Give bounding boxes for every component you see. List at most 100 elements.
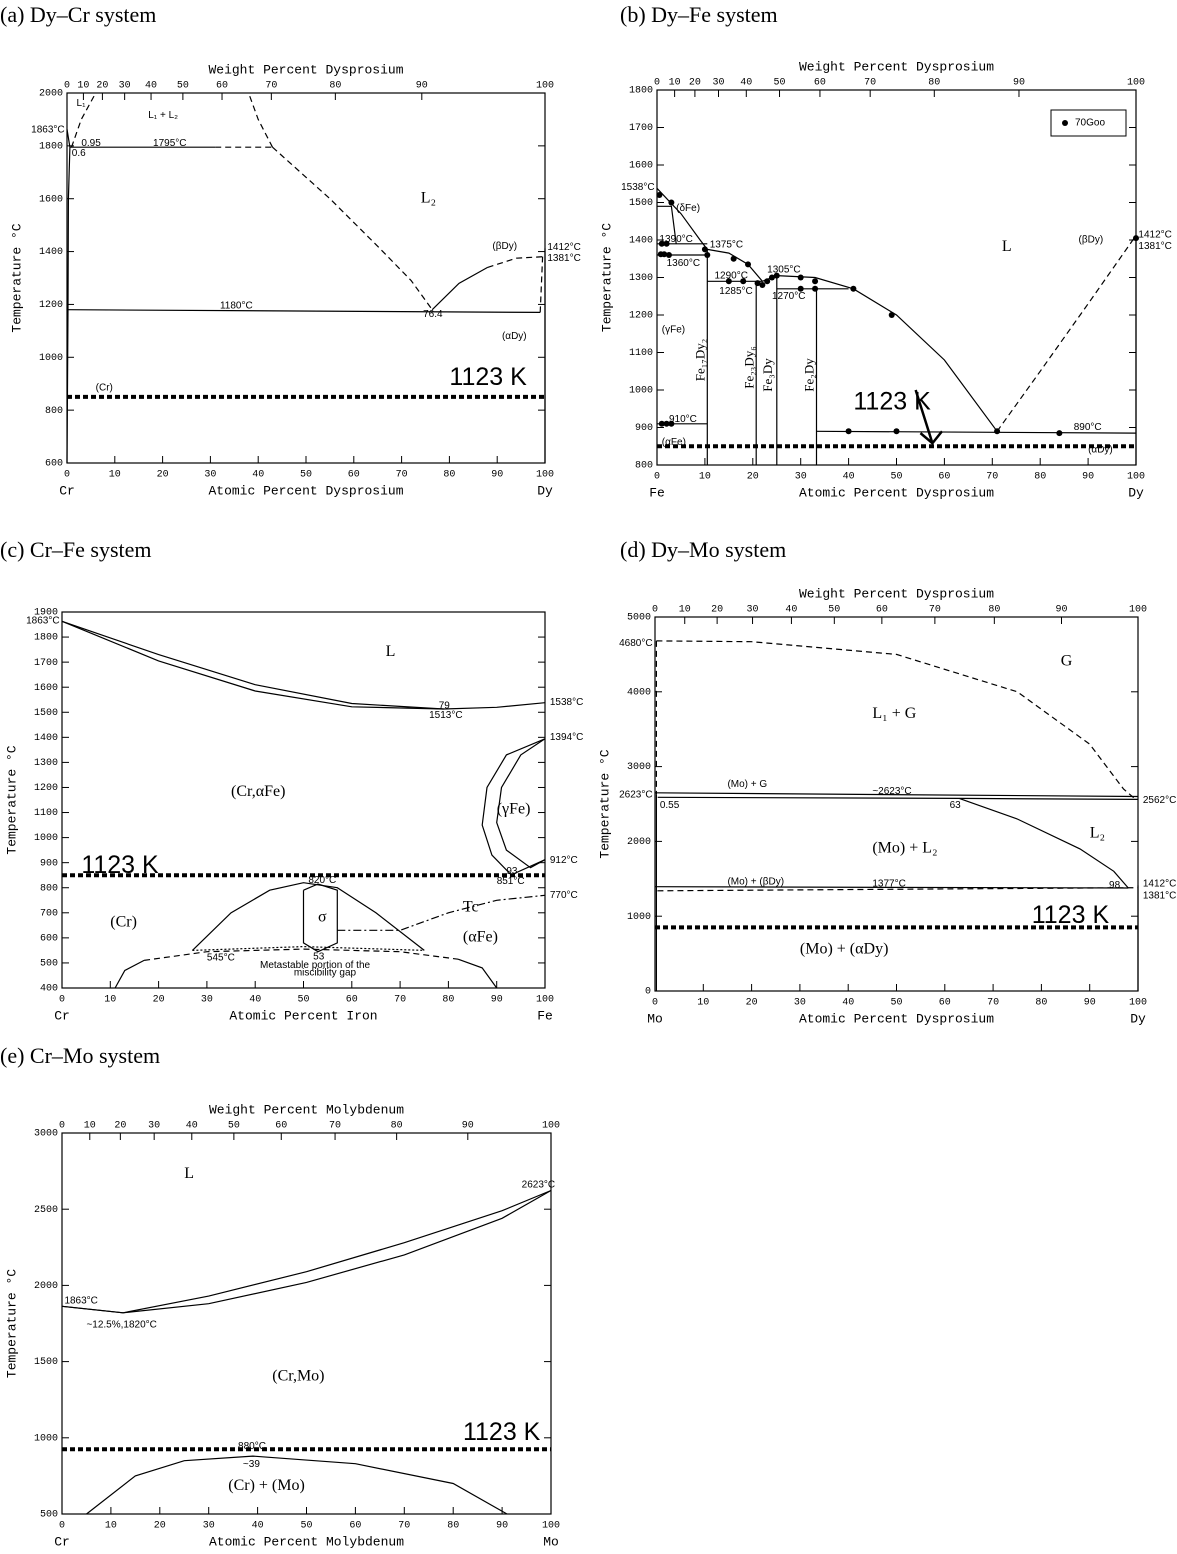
annotation: 910°C: [669, 414, 697, 425]
annotation: 63: [950, 800, 962, 811]
y-tick-label: 1000: [39, 353, 63, 364]
panel-title: (b) Dy–Fe system: [620, 2, 778, 27]
x-axis-label: Atomic Percent Molybdenum: [209, 1534, 404, 1549]
data-point: [745, 261, 752, 268]
y-axis-label: Temperature °C: [4, 1269, 19, 1378]
x-tick-label: 70: [394, 995, 406, 1006]
x-tick-label: 100: [1127, 472, 1145, 483]
top-tick-label: 100: [1127, 78, 1145, 89]
phase-boundary: [816, 430, 1137, 434]
x-tick-label: 70: [398, 1521, 410, 1532]
annotation: (αFe): [463, 929, 498, 946]
phase-boundary: [996, 235, 1137, 432]
x-tick-label: 10: [697, 998, 709, 1009]
annotation: L₂: [421, 189, 436, 206]
annotation: miscibility gap: [294, 968, 357, 979]
x-tick-label: 10: [699, 472, 711, 483]
top-tick-label: 80: [988, 605, 1000, 616]
y-tick-label: 0: [645, 987, 651, 998]
y-tick-label: 1700: [34, 658, 58, 669]
data-point: [994, 428, 1001, 435]
data-point: [658, 420, 665, 427]
x-tick-label: 50: [890, 998, 902, 1009]
data-point: [845, 428, 852, 435]
x-tick-label: 0: [59, 995, 65, 1006]
y-tick-label: 3000: [627, 762, 651, 773]
phase-boundary: [654, 792, 1139, 798]
annotation: 1381°C: [547, 253, 580, 264]
phase-boundary: [272, 146, 433, 311]
top-tick-label: 70: [929, 605, 941, 616]
top-tick-label: 100: [542, 1121, 560, 1132]
top-tick-label: 10: [84, 1121, 96, 1132]
annotation: (Mo) + (βDy): [727, 876, 784, 887]
x-tick-label: 10: [109, 470, 121, 481]
x-tick-label: 30: [204, 470, 216, 481]
annotation: (Cr) + (Mo): [228, 1477, 305, 1494]
annotation: 2623°C: [619, 789, 652, 800]
annotation: Fe₂Dy: [801, 358, 816, 392]
annotation: (γFe): [662, 325, 685, 336]
x-tick-label: 0: [654, 472, 660, 483]
annotation: 1305°C: [767, 265, 800, 276]
x-tick-label: 0: [64, 470, 70, 481]
phase-boundary: [657, 205, 677, 244]
phase-boundary: [191, 882, 425, 951]
annotation: (Cr): [96, 382, 113, 393]
phase-boundary: [457, 958, 498, 989]
x-tick-label: 40: [249, 995, 261, 1006]
x-left-label: Cr: [59, 483, 75, 498]
x-tick-label: 80: [447, 1521, 459, 1532]
y-tick-label: 800: [40, 883, 58, 894]
y-axis-label: Temperature °C: [9, 223, 24, 332]
top-tick-label: 80: [391, 1121, 403, 1132]
top-tick-label: 40: [785, 605, 797, 616]
annotation: 0.55: [660, 800, 680, 811]
annotation: 770°C: [550, 890, 578, 901]
y-tick-label: 1600: [39, 194, 63, 205]
y-tick-label: 600: [45, 459, 63, 470]
panel: (a) Dy–Cr system600800100012001400160018…: [0, 2, 581, 498]
y-tick-label: 700: [40, 908, 58, 919]
annotation: (αFe): [662, 437, 686, 448]
x-tick-label: 20: [746, 998, 758, 1009]
annotation: 1270°C: [772, 291, 805, 302]
top-tick-label: 30: [712, 78, 724, 89]
x-tick-label: 90: [1082, 472, 1094, 483]
top-tick-label: 0: [654, 78, 660, 89]
annotation: 98: [1109, 880, 1121, 891]
phase-boundary: [487, 256, 546, 268]
y-tick-label: 600: [40, 934, 58, 945]
phase-boundary: [114, 959, 145, 989]
top-tick-label: 40: [186, 1121, 198, 1132]
annotation: (αDy): [1088, 445, 1113, 456]
x-tick-label: 80: [443, 470, 455, 481]
annotation: 820°C: [308, 875, 336, 886]
data-point: [764, 278, 771, 285]
top-tick-label: 30: [119, 81, 131, 92]
annotation: 1412°C: [1143, 879, 1176, 890]
x-tick-label: 90: [496, 1521, 508, 1532]
x-tick-label: 80: [1035, 998, 1047, 1009]
annotation: ~2623°C: [872, 786, 911, 797]
annotation: 1538°C: [550, 697, 583, 708]
annotation: 93: [506, 866, 518, 877]
top-tick-label: 40: [145, 81, 157, 92]
x-tick-label: 10: [105, 1521, 117, 1532]
annotation: 1123 K: [1032, 901, 1110, 929]
top-tick-label: 100: [1129, 605, 1147, 616]
x-tick-label: 0: [59, 1521, 65, 1532]
y-tick-label: 2000: [39, 89, 63, 100]
plot-frame: [66, 92, 546, 464]
top-tick-label: 80: [928, 78, 940, 89]
y-tick-label: 900: [635, 423, 653, 434]
x-axis-label: Atomic Percent Dysprosium: [799, 485, 994, 500]
top-tick-label: 70: [265, 81, 277, 92]
x-tick-label: 70: [396, 470, 408, 481]
x-tick-label: 30: [795, 472, 807, 483]
annotation: (βDy): [1079, 235, 1104, 246]
x-left-label: Cr: [54, 1008, 70, 1023]
y-tick-label: 1000: [629, 386, 653, 397]
annotation: (Cr,Mo): [272, 1368, 324, 1385]
